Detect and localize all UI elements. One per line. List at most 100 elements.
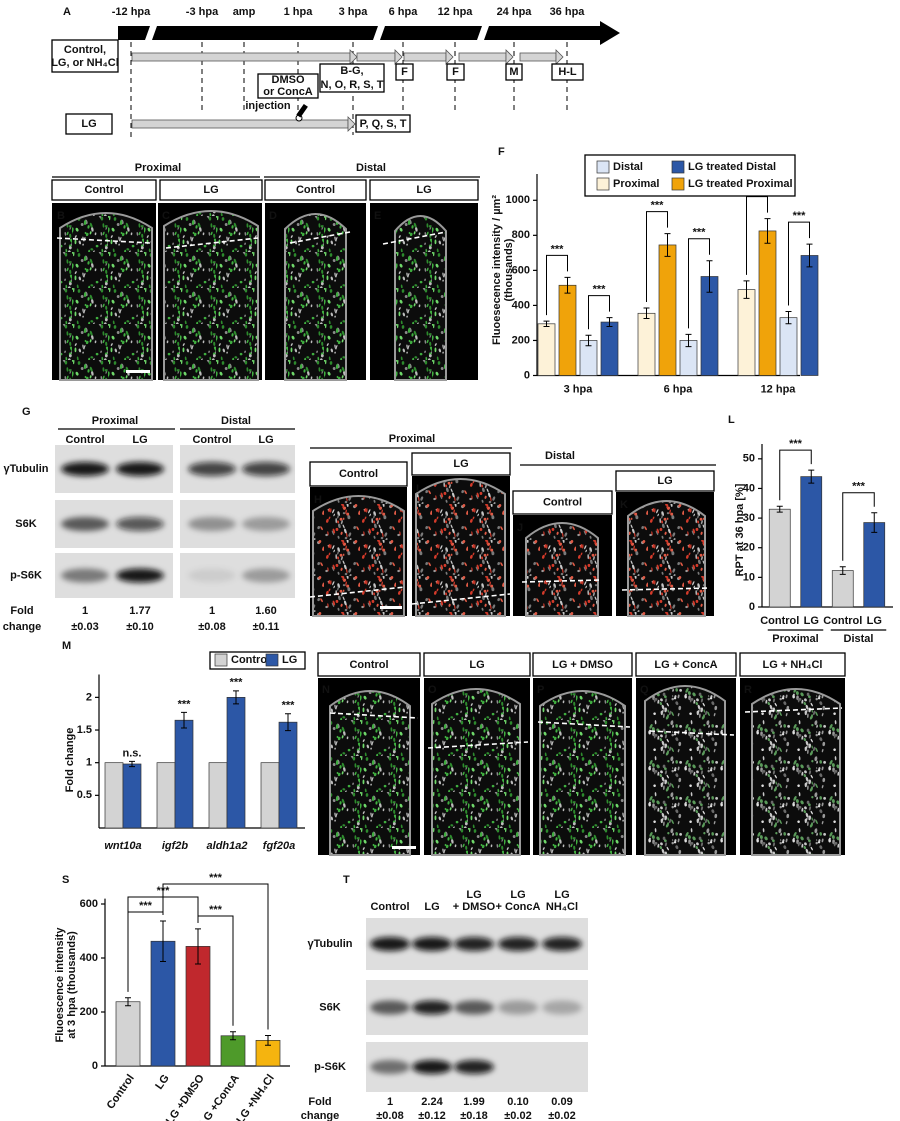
- label: change: [3, 621, 42, 633]
- band: [370, 1000, 410, 1015]
- tissue: [394, 215, 447, 381]
- error-bar: [195, 928, 201, 965]
- band: [61, 568, 109, 583]
- panel-letter: E: [374, 210, 381, 222]
- amputation-line: [411, 593, 511, 605]
- label: Distal: [356, 162, 386, 174]
- legend-label: LG: [282, 654, 297, 666]
- time-label: -12 hpa: [112, 6, 151, 18]
- condition-box: [532, 652, 633, 677]
- label: LG: [554, 889, 569, 901]
- label: Fold: [10, 605, 33, 617]
- tissue: [539, 690, 626, 856]
- time-label: -3 hpa: [186, 6, 219, 18]
- condition-box: [411, 452, 511, 476]
- label: γTubulin: [3, 463, 48, 475]
- x-tick-label: 3 hpa: [564, 383, 594, 395]
- treatment-box: [257, 73, 319, 99]
- band: [188, 568, 236, 583]
- timeline-arrow: [118, 21, 620, 45]
- significance-label: ***: [230, 677, 244, 689]
- band: [116, 462, 164, 476]
- bar: [278, 721, 298, 829]
- label: 1: [387, 1096, 393, 1108]
- panel-letter: N: [322, 684, 330, 696]
- error-bar: [285, 713, 291, 732]
- error-bar: [743, 280, 750, 299]
- condition-box: [512, 490, 613, 515]
- significance-label: ***: [282, 700, 296, 712]
- panel-letter: P: [537, 684, 544, 696]
- x-tick-label: 6 hpa: [664, 383, 694, 395]
- amputation-line: [744, 707, 843, 713]
- x-tick-label: 12 hpa: [761, 383, 797, 395]
- y-tick-label: 10: [743, 571, 755, 583]
- band: [242, 517, 290, 531]
- legend-label: Control: [231, 654, 270, 666]
- label: or ConcA: [263, 86, 313, 98]
- label: p-S6K: [10, 569, 42, 581]
- bar: [758, 230, 777, 376]
- treatment-bar: [356, 52, 396, 62]
- label: LG: [203, 184, 218, 196]
- readout-box: [446, 63, 465, 81]
- arrow-segment: [484, 21, 620, 45]
- condition-box: [51, 179, 157, 201]
- bar: [637, 312, 656, 376]
- treatment-arrowhead: [555, 49, 564, 65]
- amputation-line: [521, 579, 601, 583]
- significance-bracket: [779, 449, 812, 501]
- y-axis-title: RPT at 36 hpa [%]: [734, 483, 746, 576]
- label: LG + NH₄Cl: [763, 659, 823, 671]
- panel-letter: D: [269, 210, 277, 222]
- significance-label: ***: [789, 438, 803, 450]
- group-label: Distal: [844, 633, 874, 645]
- y-tick-label: 800: [512, 229, 530, 241]
- error-bar: [664, 233, 671, 257]
- label: LG: [132, 434, 147, 446]
- tissue: [525, 522, 599, 617]
- bar: [104, 762, 124, 829]
- legend-swatch: [596, 177, 610, 191]
- label: ±0.11: [253, 621, 280, 633]
- amputation-line: [621, 587, 711, 591]
- y-tick-label: 30: [743, 512, 755, 524]
- error-bar: [685, 333, 692, 348]
- band: [370, 937, 410, 951]
- panel-letter: O: [428, 684, 437, 696]
- significance-label: ***: [793, 210, 807, 222]
- label: 1.60: [255, 605, 276, 617]
- error-bar: [129, 760, 135, 768]
- bar: [779, 317, 798, 376]
- time-label: amp: [233, 6, 256, 18]
- label: Control: [65, 434, 104, 446]
- panel-letter: J: [517, 522, 523, 534]
- bar: [658, 244, 677, 376]
- legend: [209, 651, 306, 670]
- significance-label: ***: [209, 904, 223, 916]
- legend-label: Distal: [613, 161, 643, 173]
- scale-bar: [380, 606, 402, 609]
- x-tick-label: fgf20a: [263, 840, 295, 852]
- label: Proximal: [92, 415, 138, 427]
- panel-letter: F: [498, 146, 505, 158]
- y-tick-label: 600: [512, 264, 530, 276]
- condition-box: [65, 113, 113, 135]
- band: [188, 462, 236, 476]
- tissue: [163, 210, 259, 381]
- bar: [150, 940, 176, 1067]
- label: LG: [416, 184, 431, 196]
- panel-letter: I: [416, 483, 419, 495]
- label: Proximal: [135, 162, 181, 174]
- label: LG: [424, 901, 439, 913]
- label: DMSO: [272, 74, 305, 86]
- label: p-S6K: [314, 1061, 346, 1073]
- legend-label: LG treated Distal: [688, 161, 776, 173]
- y-tick-label: 0: [524, 369, 530, 381]
- label: LG: [469, 659, 484, 671]
- significance-label: ***: [551, 243, 565, 255]
- time-label: 6 hpa: [389, 6, 419, 18]
- label: Control: [192, 434, 231, 446]
- panel-letter: M: [62, 640, 71, 652]
- band: [370, 1060, 410, 1074]
